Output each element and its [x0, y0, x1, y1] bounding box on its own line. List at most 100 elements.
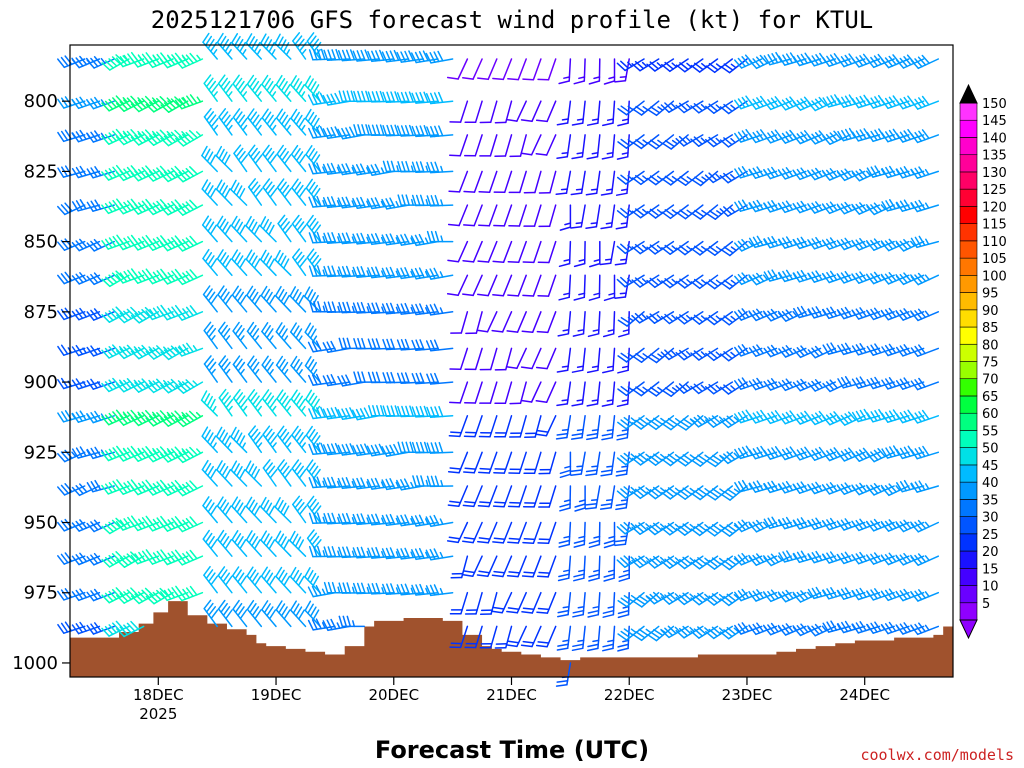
wind-barb-feather — [375, 266, 381, 278]
wind-barb-feather — [217, 74, 226, 85]
wind-barb-feather — [266, 395, 275, 406]
wind-barb-feather — [64, 202, 73, 212]
wind-barb-feather — [393, 443, 400, 455]
wind-barb-feather — [130, 554, 139, 565]
wind-barb-half-feather — [137, 97, 143, 103]
wind-barb — [276, 178, 292, 206]
wind-barb-feather — [292, 603, 300, 614]
wind-barb-feather — [115, 620, 125, 630]
wind-barb-feather — [290, 144, 299, 156]
wind-barb-feather — [400, 303, 407, 315]
wind-barb-feather — [304, 600, 312, 612]
wind-barb-feather — [71, 241, 81, 252]
wind-barb — [200, 390, 218, 417]
wind-barb — [587, 591, 601, 618]
wind-barb-feather — [145, 486, 154, 496]
wind-barb-feather — [492, 541, 505, 544]
wind-barb-feather — [419, 161, 425, 173]
wind-barb-feather — [185, 54, 195, 64]
wind-barb-feather — [309, 81, 317, 92]
wind-barb-feather — [352, 513, 358, 526]
wind-barb-feather — [557, 577, 570, 582]
wind-barb-feather — [599, 262, 612, 266]
wind-barb-feather — [429, 52, 436, 63]
wind-barb-feather — [60, 97, 69, 108]
wind-barb — [462, 521, 483, 544]
wind-barb-feather — [396, 339, 403, 351]
wind-barb-feather — [433, 92, 440, 104]
wind-barb-feather — [237, 395, 246, 406]
wind-barb-feather — [149, 101, 159, 111]
wind-barb-feather — [623, 555, 633, 564]
wind-barb-feather — [137, 310, 147, 320]
wind-barb-feather — [134, 272, 143, 283]
wind-barb-feather — [156, 200, 165, 211]
wind-barb-feather — [327, 581, 333, 594]
wind-barb-feather — [304, 108, 312, 120]
wind-barb-feather — [160, 310, 168, 321]
wind-barb-feather — [438, 405, 444, 418]
wind-barb-half-feather — [608, 535, 616, 539]
wind-barb — [476, 311, 498, 333]
wind-barb — [572, 591, 586, 618]
wind-barb-feather — [309, 301, 314, 313]
wind-barb-feather — [188, 410, 198, 420]
wind-barb-feather — [239, 609, 248, 620]
wind-barb — [535, 347, 557, 370]
wind-barb-feather — [149, 273, 158, 283]
wind-barb-feather — [295, 606, 303, 617]
wind-barb-half-feather — [271, 124, 277, 131]
wind-barb-feather — [349, 126, 356, 138]
wind-barb — [558, 274, 572, 301]
wind-barb-feather — [160, 275, 169, 285]
wind-barb-feather — [292, 78, 300, 89]
wind-barb — [174, 305, 204, 321]
wind-barb-feather — [620, 524, 630, 533]
wind-barb-feather — [235, 147, 244, 158]
wind-barb-feather — [101, 314, 111, 323]
wind-barb — [522, 58, 542, 81]
terrain-layer — [70, 601, 953, 677]
wind-barb-feather — [379, 90, 385, 103]
wind-barb-half-feather — [192, 380, 199, 386]
wind-barb-feather — [86, 556, 95, 566]
wind-barb-shaft — [459, 100, 469, 123]
wind-barb-feather — [57, 345, 65, 356]
wind-barb-feather — [312, 476, 318, 489]
wind-barb-feather — [115, 171, 125, 182]
wind-barb-feather — [219, 532, 227, 544]
wind-barb-half-feather — [366, 200, 370, 208]
wind-barb-feather — [75, 57, 84, 67]
wind-barb-feather — [205, 77, 214, 88]
wind-barb-feather — [334, 442, 341, 455]
wind-barb-feather — [309, 532, 318, 543]
wind-barb — [586, 415, 601, 441]
wind-barb — [462, 240, 483, 263]
wind-barb-feather — [224, 435, 231, 446]
wind-barb-half-feather — [621, 118, 630, 122]
wind-barb-feather — [145, 595, 155, 605]
wind-barb-feather — [206, 151, 214, 163]
wind-barb — [599, 485, 616, 510]
wind-barb-half-feather — [212, 405, 217, 413]
wind-barb-feather — [220, 358, 229, 369]
wind-barb-feather — [342, 90, 348, 102]
wind-barb — [232, 355, 248, 383]
wind-barb-feather — [160, 137, 170, 147]
wind-barb-shaft — [457, 240, 469, 263]
wind-barb-feather — [345, 374, 352, 386]
wind-barb-half-feather — [322, 516, 326, 524]
wind-barb-feather — [207, 255, 215, 266]
wind-barb-feather — [462, 540, 474, 544]
wind-barb-feather — [385, 478, 392, 490]
wind-barb-feather — [71, 275, 80, 285]
wind-barb-feather — [263, 358, 272, 369]
wind-barb-feather — [322, 444, 329, 456]
wind-barb-feather — [308, 127, 314, 139]
wind-barb-half-feather — [410, 551, 415, 559]
wind-barb-half-feather — [606, 118, 615, 121]
wind-barb-feather — [86, 448, 94, 460]
wind-barb — [261, 389, 277, 417]
wind-barb-feather — [570, 473, 583, 476]
wind-barb-feather — [308, 477, 314, 489]
